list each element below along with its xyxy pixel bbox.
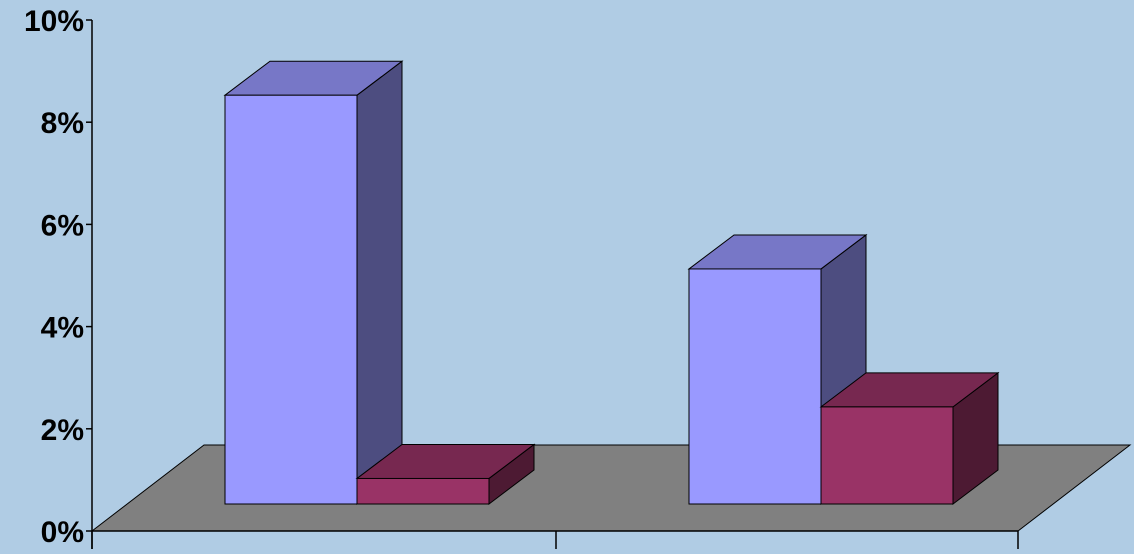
bar-series2-group1-front <box>356 477 490 505</box>
bar-series2-group2 <box>819 371 1000 506</box>
y-tick-label: 10% <box>24 5 84 38</box>
y-tick-label: 4% <box>41 312 84 345</box>
y-tick-label: 2% <box>41 414 84 447</box>
bar-series1-group1-front <box>224 94 358 505</box>
bar-series2-group2-front <box>820 406 954 505</box>
bar-series1-group1 <box>223 60 404 506</box>
bar-series2-group1 <box>355 443 536 506</box>
y-tick-label: 6% <box>41 209 84 242</box>
bar-series1-group1-side <box>356 60 403 506</box>
y-tick-label: 0% <box>41 516 84 549</box>
bar-series1-group2-front <box>688 268 822 505</box>
y-tick-label: 8% <box>41 107 84 140</box>
